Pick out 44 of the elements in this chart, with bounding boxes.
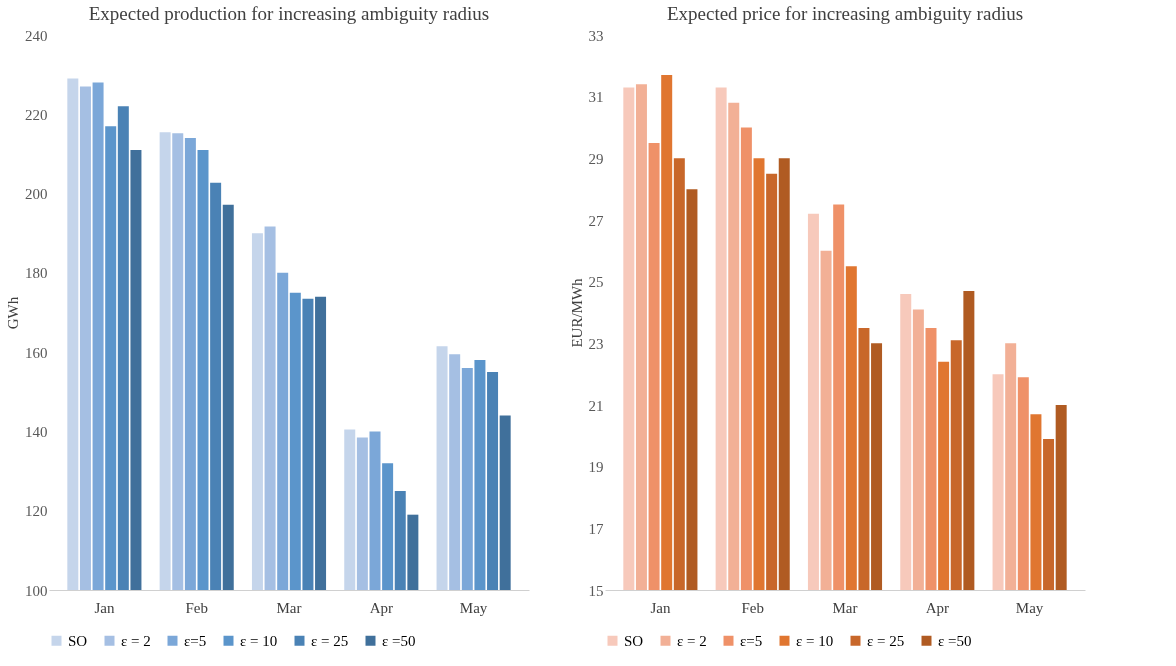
- y-tick-label: 23: [588, 335, 604, 352]
- x-tick-label: Apr: [925, 599, 949, 616]
- legend-label: ε = 10: [796, 632, 834, 649]
- y-tick-label: 220: [25, 106, 48, 123]
- y-tick-label: 120: [25, 503, 48, 520]
- y-tick-label: 100: [25, 582, 48, 599]
- y-tick-label: 29: [588, 150, 604, 167]
- y-tick-label: 160: [25, 344, 48, 361]
- y-axis-title: EUR/MWh: [568, 277, 585, 348]
- legend-label: ε = 2: [121, 632, 151, 649]
- y-tick-label: 15: [588, 582, 604, 599]
- x-tick-label: Mar: [832, 599, 858, 616]
- legend-label: ε =50: [382, 632, 416, 649]
- x-tick-label: Feb: [185, 599, 208, 616]
- legend-label: ε =50: [938, 632, 972, 649]
- x-tick-label: Feb: [741, 599, 764, 616]
- x-tick-label: May: [459, 599, 488, 616]
- x-tick-label: Mar: [276, 599, 302, 616]
- y-tick-label: 31: [588, 89, 604, 106]
- y-tick-label: 200: [25, 186, 48, 203]
- x-tick-label: Jan: [650, 599, 671, 616]
- y-axis-title: GWh: [5, 296, 21, 330]
- y-tick-label: 17: [588, 520, 604, 537]
- y-tick-label: 240: [25, 27, 48, 44]
- legend-label: ε = 10: [240, 632, 278, 649]
- x-tick-label: May: [1015, 599, 1044, 616]
- x-tick-label: Apr: [369, 599, 393, 616]
- y-tick-label: 140: [25, 423, 48, 440]
- chart-title: Expected price for increasing ambiguity radius: [666, 3, 1024, 24]
- legend-label: ε = 25: [311, 632, 349, 649]
- y-tick-label: 21: [588, 397, 604, 414]
- legend-label: ε=5: [740, 632, 763, 649]
- legend-label: ε=5: [184, 632, 207, 649]
- y-tick-label: 180: [25, 265, 48, 282]
- legend-label: ε = 2: [677, 632, 707, 649]
- legend-label: SO: [68, 632, 88, 649]
- legend-label: ε = 25: [867, 632, 905, 649]
- y-tick-label: 33: [588, 27, 604, 44]
- y-tick-label: 25: [588, 274, 604, 291]
- legend-label: SO: [624, 632, 644, 649]
- x-tick-label: Jan: [94, 599, 115, 616]
- y-tick-label: 19: [588, 459, 604, 476]
- y-tick-label: 27: [588, 212, 604, 229]
- chart-title: Expected production for increasing ambiguity radius: [88, 3, 490, 24]
